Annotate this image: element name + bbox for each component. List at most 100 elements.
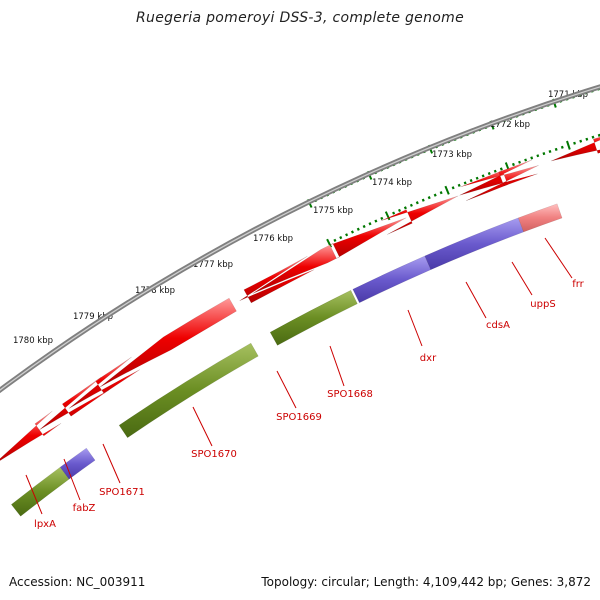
backbone-layer xyxy=(0,84,600,394)
forward-gene-arrow xyxy=(99,297,237,388)
scale-label: 1779 kbp xyxy=(73,312,113,322)
forward-gene-arrow xyxy=(239,255,315,304)
accession-text: Accession: NC_003911 xyxy=(9,575,146,589)
rna-gene-block xyxy=(517,203,563,233)
scale-label: 1778 kbp xyxy=(135,286,175,296)
scale-label: 1780 kbp xyxy=(13,336,53,346)
forward-gene-arrow xyxy=(39,376,110,431)
forward-gene-arrow xyxy=(380,195,459,235)
inner-minor-tick xyxy=(560,145,564,149)
inner-minor-tick xyxy=(356,227,360,231)
gene-leader-line xyxy=(192,406,213,447)
forward-gene-arrow xyxy=(252,244,337,294)
inner-minor-tick xyxy=(524,158,528,162)
inner-minor-tick xyxy=(451,186,455,190)
gene-label: SPO1669 xyxy=(276,412,322,423)
reverse-gene-block xyxy=(118,342,259,439)
inner-minor-tick xyxy=(554,147,558,151)
gene-label: SPO1671 xyxy=(99,487,145,498)
scale-label: 1776 kbp xyxy=(253,234,293,244)
gene-leader-line xyxy=(465,281,487,319)
gene-label: frr xyxy=(572,279,584,290)
feature-layer xyxy=(0,136,600,517)
inner-minor-tick xyxy=(397,208,402,213)
map-title: Ruegeria pomeroyi DSS-3, complete genome xyxy=(136,10,464,26)
inner-minor-tick xyxy=(427,196,431,200)
gene-leader-line xyxy=(544,237,573,279)
inner-minor-tick xyxy=(339,236,343,240)
inner-minor-tick xyxy=(392,211,396,215)
gene-label: SPO1668 xyxy=(327,389,373,400)
inner-minor-tick xyxy=(463,181,467,185)
gene-label: uppS xyxy=(530,299,555,310)
inner-minor-tick xyxy=(368,222,372,226)
forward-gene-arrow xyxy=(329,217,407,259)
forward-gene-arrow xyxy=(68,356,140,409)
scale-label: 1777 kbp xyxy=(193,260,233,270)
inner-major-tick xyxy=(384,211,391,221)
inner-minor-tick xyxy=(350,230,354,234)
scale-label: 1773 kbp xyxy=(432,150,472,160)
gene-leader-line xyxy=(276,370,297,409)
inner-minor-tick xyxy=(536,154,540,158)
reverse-gene-block xyxy=(269,289,358,346)
forward-gene-arrow xyxy=(0,410,62,461)
inner-minor-tick xyxy=(362,224,366,229)
inner-minor-tick xyxy=(439,191,443,195)
inner-minor-tick xyxy=(380,216,384,220)
gene-label: cdsA xyxy=(486,320,510,331)
inner-minor-tick xyxy=(421,198,425,202)
highlighted-gene-block xyxy=(352,255,432,304)
backbone-ring xyxy=(0,84,600,394)
gene-label: dxr xyxy=(420,353,437,364)
inner-minor-tick xyxy=(345,233,349,237)
inner-minor-tick xyxy=(499,167,503,171)
inner-minor-tick xyxy=(457,183,461,187)
highlighted-gene-block xyxy=(424,217,524,271)
scale-label: 1775 kbp xyxy=(313,206,353,216)
inner-major-tick xyxy=(566,140,571,150)
inner-minor-tick xyxy=(475,176,479,180)
gene-label: lpxA xyxy=(34,519,56,530)
scale-label: 1774 kbp xyxy=(372,178,412,188)
scale-label: 1772 kbp xyxy=(490,120,530,130)
inner-minor-tick xyxy=(409,203,413,207)
inner-major-tick xyxy=(444,185,450,195)
inner-minor-tick xyxy=(433,193,437,197)
gene-leader-line xyxy=(329,345,345,387)
inner-minor-tick xyxy=(511,162,515,167)
inner-minor-tick xyxy=(469,179,473,183)
forward-gene-arrow xyxy=(551,136,600,162)
inner-minor-tick xyxy=(548,149,552,154)
inner-minor-tick xyxy=(591,135,595,139)
inner-minor-tick xyxy=(542,152,546,156)
inner-minor-tick xyxy=(579,139,583,143)
inner-minor-tick xyxy=(585,137,589,141)
forward-gene-arrow xyxy=(460,165,539,202)
backbone-highlight xyxy=(0,86,600,391)
forward-gene-arrow xyxy=(459,159,538,196)
inner-minor-tick xyxy=(415,201,419,205)
inner-minor-tick xyxy=(374,219,378,223)
inner-minor-tick xyxy=(487,171,491,176)
inner-minor-tick xyxy=(481,174,485,178)
genome-summary-text: Topology: circular; Length: 4,109,442 bp… xyxy=(261,575,591,589)
reverse-gene-block xyxy=(10,466,70,517)
inner-minor-tick xyxy=(333,238,337,242)
gene-leader-line xyxy=(63,458,81,501)
gene-leader-line xyxy=(511,261,533,296)
gene-label: fabZ xyxy=(73,503,96,514)
gene-leader-line xyxy=(102,443,121,484)
inner-minor-tick xyxy=(597,133,600,137)
gene-label: SPO1670 xyxy=(191,449,237,460)
inner-minor-tick xyxy=(493,169,497,173)
inner-minor-tick xyxy=(518,160,522,164)
inner-minor-tick xyxy=(403,206,407,210)
inner-minor-tick xyxy=(573,141,576,145)
label-layer: frr uppS cdsA dxr SPO1668 SPO1669 SPO1670 SPO16… xyxy=(25,237,585,530)
inner-minor-tick xyxy=(530,156,534,160)
gene-leader-line xyxy=(407,309,423,347)
inner-major-tick xyxy=(326,238,332,248)
gene-leader-line xyxy=(25,474,43,515)
